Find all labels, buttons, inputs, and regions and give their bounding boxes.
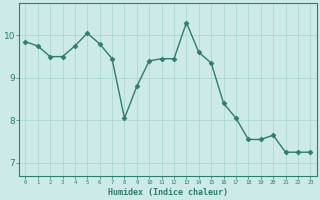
X-axis label: Humidex (Indice chaleur): Humidex (Indice chaleur) <box>108 188 228 197</box>
